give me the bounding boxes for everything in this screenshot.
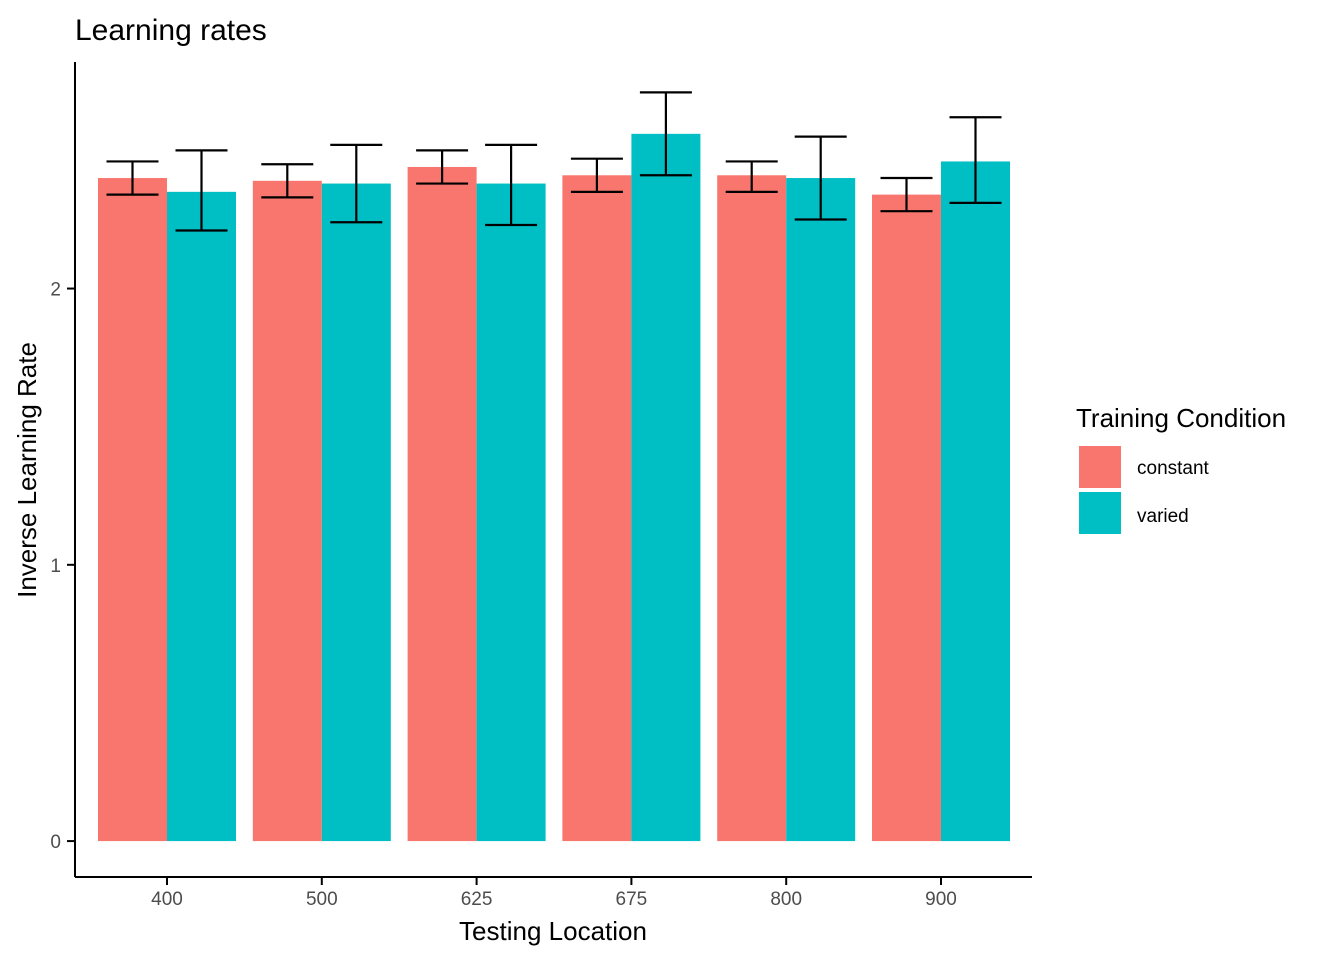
error-bar-varied-400 (175, 149, 228, 232)
error-bar-constant-400 (106, 160, 159, 196)
bar-varied-900 (941, 161, 1010, 842)
error-bar-constant-800 (725, 160, 778, 193)
bar-constant-675 (562, 175, 632, 842)
error-bar-constant-675 (570, 157, 623, 193)
legend-swatch-constant (1079, 446, 1121, 488)
error-bar-constant-500 (261, 163, 314, 199)
legend-title: Training Condition (1076, 403, 1286, 433)
error-bar-varied-625 (485, 143, 538, 227)
error-bar-constant-625 (416, 149, 469, 185)
x-tick-label-900: 900 (925, 889, 957, 910)
bars-layer (98, 133, 1010, 842)
bar-constant-400 (98, 178, 167, 842)
error-bar-varied-500 (330, 143, 383, 224)
legend: Training Condition constant varied (1076, 403, 1286, 534)
legend-swatch-varied (1079, 492, 1121, 534)
y-ticks: 0 1 2 (50, 280, 75, 853)
bar-varied-800 (786, 178, 856, 842)
bar-varied-675 (631, 133, 701, 842)
legend-label-varied: varied (1137, 506, 1189, 527)
y-tick-label-0: 0 (50, 832, 61, 853)
chart-title: Learning rates (75, 14, 267, 47)
x-tick-label-400: 400 (151, 889, 183, 910)
bar-constant-625 (407, 166, 477, 842)
x-tick-label-800: 800 (770, 889, 802, 910)
error-bar-constant-900 (880, 176, 933, 213)
bar-varied-500 (321, 183, 391, 842)
x-tick-label-675: 675 (616, 889, 648, 910)
bar-varied-400 (167, 191, 236, 842)
x-ticks: 400 500 625 675 800 900 (151, 877, 957, 910)
x-tick-label-500: 500 (306, 889, 338, 910)
bar-varied-625 (476, 183, 546, 842)
y-tick-label-2: 2 (50, 280, 61, 301)
error-bar-varied-800 (794, 135, 847, 221)
y-tick-label-1: 1 (50, 556, 61, 577)
x-axis-title: Testing Location (459, 916, 647, 946)
legend-label-constant: constant (1137, 458, 1210, 479)
error-bars-layer (106, 91, 1002, 232)
error-bar-varied-900 (949, 116, 1002, 204)
bar-constant-800 (717, 175, 787, 842)
bar-constant-500 (252, 180, 322, 842)
bar-constant-900 (872, 194, 941, 842)
y-axis-title: Inverse Learning Rate (12, 342, 42, 598)
x-tick-label-625: 625 (461, 889, 493, 910)
error-bar-varied-675 (639, 91, 692, 177)
